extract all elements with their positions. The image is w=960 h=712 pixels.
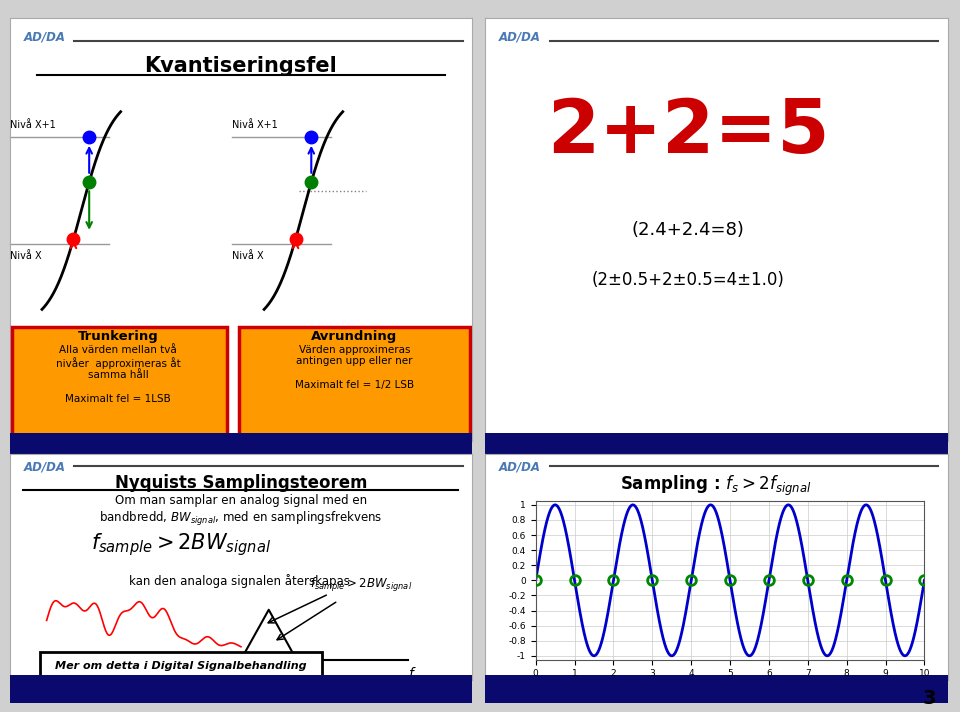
Text: (2.4+2.4=8): (2.4+2.4=8): [632, 221, 745, 239]
FancyBboxPatch shape: [485, 433, 948, 484]
Text: Trunkering: Trunkering: [78, 330, 158, 343]
Text: Värden approximeras
antingen upp eller ner

Maximalt fel = 1/2 LSB: Värden approximeras antingen upp eller n…: [295, 345, 414, 389]
Text: AD/DA: AD/DA: [498, 461, 540, 473]
FancyBboxPatch shape: [12, 327, 228, 439]
Text: Nivå X: Nivå X: [10, 251, 41, 261]
Text: $f_{sample} > 2BW_{signal}$: $f_{sample} > 2BW_{signal}$: [91, 530, 271, 557]
Text: Nivå X+1: Nivå X+1: [10, 120, 56, 130]
Text: 3: 3: [923, 689, 936, 708]
FancyBboxPatch shape: [10, 676, 472, 703]
Text: AD/DA: AD/DA: [23, 461, 65, 473]
Text: $BW_{signal}$: $BW_{signal}$: [91, 668, 132, 682]
Text: Nivå X: Nivå X: [231, 251, 263, 261]
Text: Avrundning: Avrundning: [311, 330, 397, 343]
Text: kan den analoga signalen återskapas.: kan den analoga signalen återskapas.: [129, 574, 353, 587]
Text: Mer om detta i Digital Signalbehandling: Mer om detta i Digital Signalbehandling: [55, 661, 306, 671]
Text: Om man samplar en analog signal med en
bandbredd, $BW_{signal}$, med en sampling: Om man samplar en analog signal med en b…: [99, 494, 383, 528]
Text: (2±0.5+2±0.5=4±1.0): (2±0.5+2±0.5=4±1.0): [592, 271, 785, 290]
Text: AD/DA: AD/DA: [498, 31, 540, 43]
Text: Alla värden mellan två
nivåer  approximeras åt
samma håll

Maximalt fel = 1LSB: Alla värden mellan två nivåer approximer…: [56, 345, 180, 404]
Text: Sampling : $f_s > 2f_{signal}$: Sampling : $f_s > 2f_{signal}$: [620, 474, 812, 498]
FancyBboxPatch shape: [239, 327, 470, 439]
Text: AD/DA: AD/DA: [23, 31, 65, 43]
FancyBboxPatch shape: [10, 433, 472, 484]
FancyBboxPatch shape: [39, 651, 322, 680]
Text: $f_{sample} > 2BW_{signal}$: $f_{sample} > 2BW_{signal}$: [310, 576, 413, 594]
FancyBboxPatch shape: [485, 676, 948, 703]
Text: 2+2=5: 2+2=5: [547, 95, 829, 169]
Text: Kvantiseringsfel: Kvantiseringsfel: [145, 56, 337, 76]
Text: $f$: $f$: [408, 666, 417, 681]
Text: Nyquists Samplingsteorem: Nyquists Samplingsteorem: [114, 474, 368, 492]
Text: Nivå X+1: Nivå X+1: [231, 120, 277, 130]
